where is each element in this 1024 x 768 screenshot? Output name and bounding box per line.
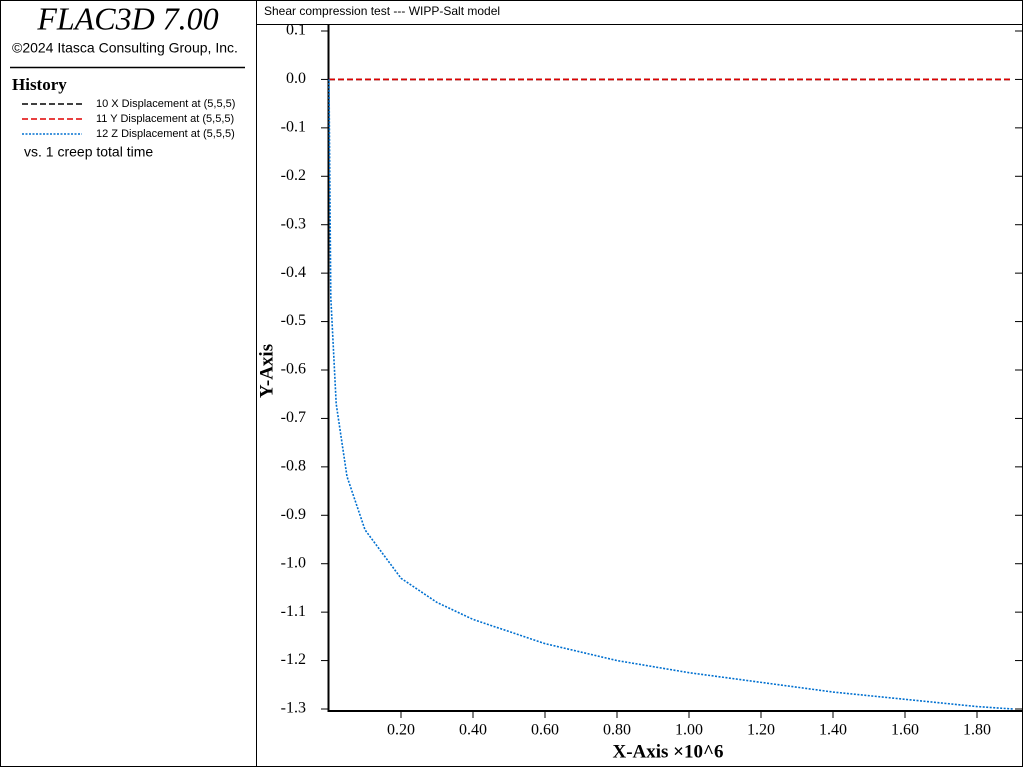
y-tick-label: -1.3 — [281, 700, 306, 717]
chart-title: Shear compression test --- WIPP-Salt mod… — [264, 4, 500, 18]
x-tick-label: 0.40 — [459, 722, 487, 739]
y-tick-label: -0.5 — [281, 312, 306, 329]
y-tick-label: -0.4 — [281, 264, 306, 281]
x-tick-label: 1.60 — [891, 722, 919, 739]
y-tick-label: -0.3 — [281, 215, 306, 232]
app-title: FLAC3D 7.00 — [36, 0, 218, 36]
x-tick-label: 1.20 — [747, 722, 775, 739]
x-axis-label: X-Axis ×10^6 — [612, 741, 723, 762]
y-tick-label: -0.9 — [281, 506, 306, 523]
x-tick-label: 1.00 — [675, 722, 703, 739]
copyright: ©2024 Itasca Consulting Group, Inc. — [12, 40, 238, 56]
y-tick-label: 0.0 — [286, 70, 306, 87]
x-tick-label: 0.80 — [603, 722, 631, 739]
series-line — [328, 79, 1014, 710]
y-axis-label: Y-Axis — [256, 344, 277, 398]
x-tick-label: 1.80 — [963, 722, 991, 739]
y-tick-label: -1.2 — [281, 651, 306, 668]
y-tick-label: -0.8 — [281, 458, 306, 475]
y-tick-label: -1.1 — [281, 603, 306, 620]
x-note: vs. 1 creep total time — [24, 144, 153, 160]
x-tick-label: 1.40 — [819, 722, 847, 739]
y-tick-label: -0.7 — [281, 409, 306, 426]
history-title: History — [12, 75, 67, 94]
x-tick-label: 0.60 — [531, 722, 559, 739]
y-tick-label: -0.6 — [281, 361, 306, 378]
y-tick-label: -0.2 — [281, 167, 306, 184]
x-tick-label: 0.20 — [387, 722, 415, 739]
y-tick-label: -1.0 — [281, 554, 306, 571]
legend-label: 12 Z Displacement at (5,5,5) — [96, 128, 235, 140]
y-tick-label: -0.1 — [281, 119, 306, 136]
legend-label: 10 X Displacement at (5,5,5) — [96, 98, 235, 110]
y-tick-label: 0.1 — [286, 22, 306, 39]
legend-label: 11 Y Displacement at (5,5,5) — [96, 113, 234, 125]
